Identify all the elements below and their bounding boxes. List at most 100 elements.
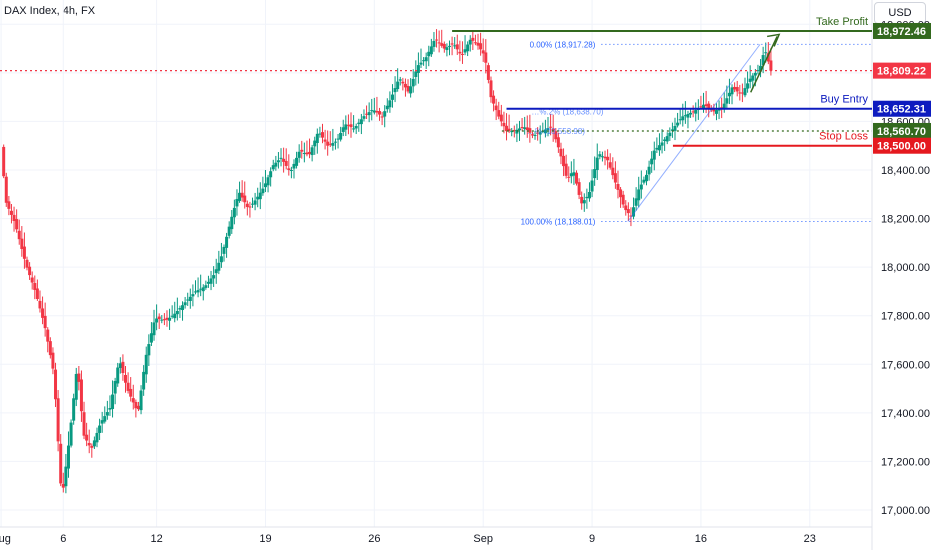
candle-body bbox=[41, 308, 45, 318]
candle-body bbox=[284, 160, 288, 166]
candle-body bbox=[320, 132, 324, 138]
fib-label: 100.00% (18,188.01) bbox=[521, 217, 596, 226]
candle-body bbox=[533, 134, 537, 136]
candle-body bbox=[261, 188, 265, 194]
price-tag-label: 18,500.00 bbox=[877, 141, 926, 153]
x-tick-label: 23 bbox=[804, 533, 816, 545]
candle-body bbox=[626, 209, 630, 214]
candle-body bbox=[556, 137, 560, 148]
candle-body bbox=[222, 246, 226, 254]
candle-body bbox=[155, 318, 159, 323]
y-tick-label: 17,200.00 bbox=[881, 456, 930, 468]
candle-body bbox=[551, 128, 555, 132]
candle-body bbox=[297, 151, 301, 158]
candle-body bbox=[753, 72, 757, 76]
candle-body bbox=[61, 483, 65, 488]
candle-body bbox=[761, 55, 765, 66]
candle-body bbox=[232, 207, 236, 218]
candle-body bbox=[515, 129, 519, 134]
candle-body bbox=[722, 103, 726, 110]
candle-body bbox=[466, 44, 470, 52]
candle-body bbox=[142, 371, 146, 390]
candle-body bbox=[129, 388, 133, 397]
candle-body bbox=[510, 131, 514, 133]
y-tick-label: 17,000.00 bbox=[881, 505, 930, 517]
candle-body bbox=[59, 443, 63, 484]
candle-body bbox=[481, 50, 485, 54]
candle-body bbox=[751, 75, 755, 81]
candle-body bbox=[287, 168, 291, 170]
candle-body bbox=[201, 287, 205, 292]
x-tick-label: 9 bbox=[589, 533, 595, 545]
candle-body bbox=[530, 134, 534, 136]
candle-body bbox=[699, 106, 703, 108]
candle-body bbox=[22, 246, 26, 259]
candle-body bbox=[336, 138, 340, 140]
candle-body bbox=[463, 49, 467, 53]
candle-body bbox=[131, 398, 135, 403]
candle-body bbox=[743, 88, 747, 96]
candle-body bbox=[82, 412, 86, 436]
x-tick-label: 19 bbox=[259, 533, 271, 545]
candle-body bbox=[437, 42, 441, 44]
candle-body bbox=[629, 215, 633, 217]
candle-body bbox=[429, 46, 433, 55]
candle-body bbox=[554, 131, 558, 140]
candle-body bbox=[401, 81, 405, 84]
candle-body bbox=[416, 65, 420, 73]
candle-body bbox=[546, 128, 550, 131]
candle-body bbox=[650, 158, 654, 165]
candle-body bbox=[380, 116, 384, 118]
candle-body bbox=[326, 141, 330, 146]
candle-body bbox=[186, 299, 190, 301]
candle-body bbox=[105, 412, 109, 416]
candle-body bbox=[499, 114, 503, 122]
candle-body bbox=[79, 379, 83, 412]
candle-body bbox=[217, 262, 221, 271]
candle-body bbox=[549, 126, 553, 128]
candle-body bbox=[209, 278, 213, 284]
candle-body bbox=[357, 122, 361, 125]
x-tick-label: Sep bbox=[473, 533, 493, 545]
candle-body bbox=[450, 43, 454, 45]
candle-body bbox=[367, 112, 371, 116]
candle-body bbox=[292, 163, 296, 169]
candle-body bbox=[243, 195, 247, 203]
candle-body bbox=[116, 367, 120, 384]
candle-body bbox=[505, 125, 509, 132]
candle-body bbox=[673, 126, 677, 131]
candle-body bbox=[398, 79, 402, 81]
candle-body bbox=[271, 165, 275, 170]
candle-body bbox=[212, 275, 216, 279]
candle-body bbox=[385, 105, 389, 110]
candle-body bbox=[458, 51, 462, 54]
candle-body bbox=[678, 119, 682, 121]
candle-body bbox=[25, 259, 29, 268]
candle-body bbox=[409, 86, 413, 94]
y-tick-label: 17,400.00 bbox=[881, 408, 930, 420]
candle-body bbox=[419, 62, 423, 65]
candle-body bbox=[725, 98, 729, 104]
candle-body bbox=[181, 305, 185, 311]
candle-body bbox=[279, 157, 283, 159]
price-tag-label: 18,560.70 bbox=[877, 126, 926, 138]
candle-body bbox=[124, 374, 128, 383]
candle-body bbox=[689, 112, 693, 115]
candle-body bbox=[147, 344, 151, 356]
level-name-label: Take Profit bbox=[816, 16, 868, 28]
candle-body bbox=[714, 110, 718, 114]
candle-body bbox=[593, 169, 597, 179]
candle-body bbox=[559, 148, 563, 157]
x-tick-label: 26 bbox=[368, 533, 380, 545]
candle-body bbox=[175, 310, 179, 315]
candle-body bbox=[595, 157, 599, 171]
candle-body bbox=[136, 405, 140, 410]
candle-body bbox=[56, 398, 60, 442]
candle-body bbox=[396, 81, 400, 90]
candle-body bbox=[528, 128, 532, 133]
candle-body bbox=[15, 219, 19, 230]
candle-body bbox=[191, 294, 195, 297]
candle-body bbox=[362, 116, 366, 119]
candle-body bbox=[227, 226, 231, 236]
